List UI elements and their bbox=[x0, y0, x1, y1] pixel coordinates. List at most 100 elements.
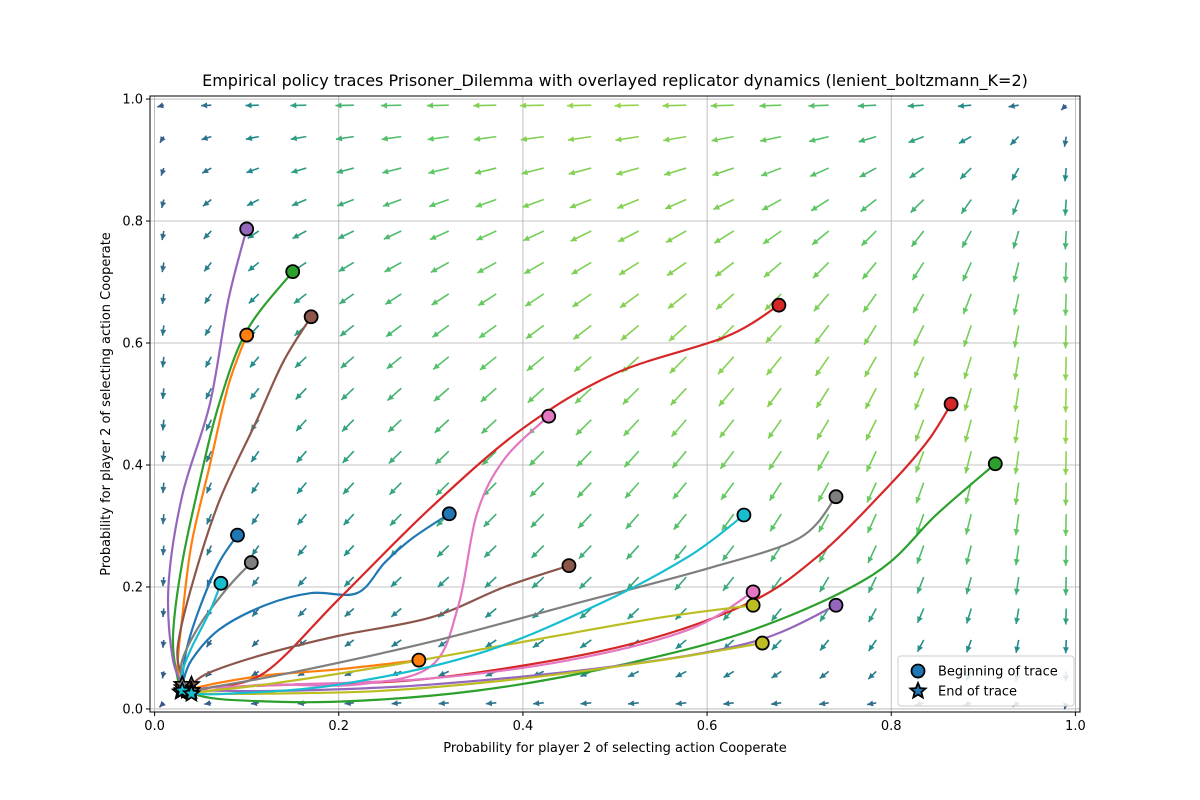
field-arrow-head bbox=[815, 369, 822, 377]
trace-line bbox=[185, 659, 420, 692]
field-arrow-head bbox=[520, 102, 527, 109]
field-arrow-head bbox=[723, 700, 730, 707]
field-arrow-head bbox=[530, 521, 538, 528]
field-arrow-head bbox=[344, 580, 351, 587]
trace-start-marker bbox=[561, 558, 577, 574]
field-arrow-head bbox=[620, 334, 628, 341]
field-arrow-head bbox=[342, 425, 349, 432]
field-arrow-head bbox=[203, 232, 210, 239]
field-arrow-head bbox=[818, 494, 824, 502]
field-arrow-head bbox=[296, 424, 303, 432]
field-arrow-head bbox=[817, 463, 824, 471]
field-arrow-head bbox=[298, 610, 305, 617]
field-arrow-head bbox=[816, 401, 822, 408]
field-arrow-head bbox=[341, 393, 348, 400]
trace-start-marker bbox=[541, 408, 557, 424]
field-arrow-head bbox=[914, 434, 921, 442]
grid bbox=[150, 96, 1080, 712]
field-arrow-head bbox=[391, 640, 399, 647]
field-arrow-head bbox=[963, 435, 970, 443]
field-arrow-head bbox=[819, 585, 826, 593]
field-arrow-head bbox=[1062, 209, 1069, 216]
field-arrow-head bbox=[160, 517, 167, 525]
field-arrow-head bbox=[245, 102, 252, 109]
field-arrow-head bbox=[916, 557, 922, 564]
field-arrow-head bbox=[251, 517, 258, 525]
field-arrow-head bbox=[578, 552, 586, 559]
field-arrow-head bbox=[820, 643, 827, 651]
field-arrow-head bbox=[711, 136, 718, 143]
field-arrow-head bbox=[576, 459, 584, 467]
field-arrow-head bbox=[251, 455, 258, 463]
field-arrow-head bbox=[964, 527, 971, 535]
field-arrow-head bbox=[567, 102, 574, 109]
field-arrow-head bbox=[477, 267, 485, 273]
field-arrow-head bbox=[1013, 498, 1020, 505]
field-arrow-head bbox=[771, 614, 778, 621]
field-arrow-head bbox=[768, 463, 775, 470]
field-arrow-head bbox=[579, 582, 586, 589]
field-arrow-head bbox=[866, 464, 872, 472]
field-arrow-head bbox=[867, 526, 873, 533]
y-axis-label: Probability for player 2 of selecting ac… bbox=[99, 232, 114, 576]
field-arrow-head bbox=[912, 273, 919, 281]
field-arrow-head bbox=[762, 237, 770, 244]
field-arrow-head bbox=[579, 612, 587, 619]
field-arrow-head bbox=[383, 233, 391, 240]
field-arrow-head bbox=[710, 102, 717, 109]
field-arrow-head bbox=[252, 609, 259, 617]
field-arrow-head bbox=[618, 236, 625, 242]
field-arrow-head bbox=[481, 427, 488, 434]
field-arrow-head bbox=[666, 236, 673, 243]
field-arrow-head bbox=[1013, 528, 1020, 536]
field-arrow-head bbox=[816, 432, 823, 440]
field-arrow-head bbox=[964, 557, 971, 565]
field-arrow-head bbox=[1062, 140, 1069, 147]
field-arrow-head bbox=[473, 102, 480, 109]
field-arrow-head bbox=[908, 137, 916, 144]
trace-start-marker bbox=[754, 635, 770, 651]
field-arrow-head bbox=[290, 135, 298, 142]
field-arrow-head bbox=[675, 642, 683, 649]
field-arrow-head bbox=[390, 580, 398, 587]
field-arrow-head bbox=[771, 700, 778, 707]
field-arrow-head bbox=[428, 168, 435, 175]
field-arrow-head bbox=[812, 238, 819, 245]
trace-line bbox=[190, 415, 550, 693]
field-arrow-head bbox=[909, 172, 917, 178]
field-arrow-head bbox=[386, 330, 393, 337]
field-arrow-head bbox=[1062, 437, 1069, 444]
field-arrow-head bbox=[718, 399, 726, 407]
field-arrow-head bbox=[575, 428, 583, 436]
field-arrow-head bbox=[1062, 276, 1069, 283]
field-arrow-head bbox=[206, 517, 212, 525]
field-arrow-head bbox=[770, 524, 776, 532]
field-arrow-head bbox=[673, 523, 680, 530]
field-arrow-head bbox=[485, 670, 493, 677]
trace-line bbox=[179, 561, 253, 686]
field-arrow-head bbox=[160, 201, 167, 208]
field-arrow-head bbox=[435, 457, 442, 465]
field-arrow-head bbox=[525, 300, 532, 307]
field-arrow-head bbox=[917, 644, 923, 652]
field-arrow-head bbox=[675, 671, 683, 678]
field-arrow-head bbox=[438, 700, 445, 707]
field-arrow-head bbox=[670, 398, 677, 406]
field-arrow-head bbox=[860, 205, 868, 212]
y-tick-label: 0.2 bbox=[122, 580, 143, 595]
field-arrow-head bbox=[252, 548, 258, 556]
field-arrow-head bbox=[668, 334, 676, 342]
field-arrow-head bbox=[337, 200, 344, 207]
field-arrow-head bbox=[160, 168, 166, 176]
field-arrow-head bbox=[617, 203, 624, 209]
field-arrow-head bbox=[297, 548, 305, 556]
field-arrow-head bbox=[475, 202, 483, 208]
trace-line bbox=[166, 227, 248, 692]
field-arrow-head bbox=[385, 298, 392, 305]
field-arrow-head bbox=[916, 586, 923, 594]
field-arrow-head bbox=[722, 584, 730, 591]
field-arrow-head bbox=[438, 641, 446, 647]
field-arrow-head bbox=[578, 521, 585, 529]
field-arrow-head bbox=[864, 370, 871, 378]
field-arrow-head bbox=[766, 368, 773, 376]
